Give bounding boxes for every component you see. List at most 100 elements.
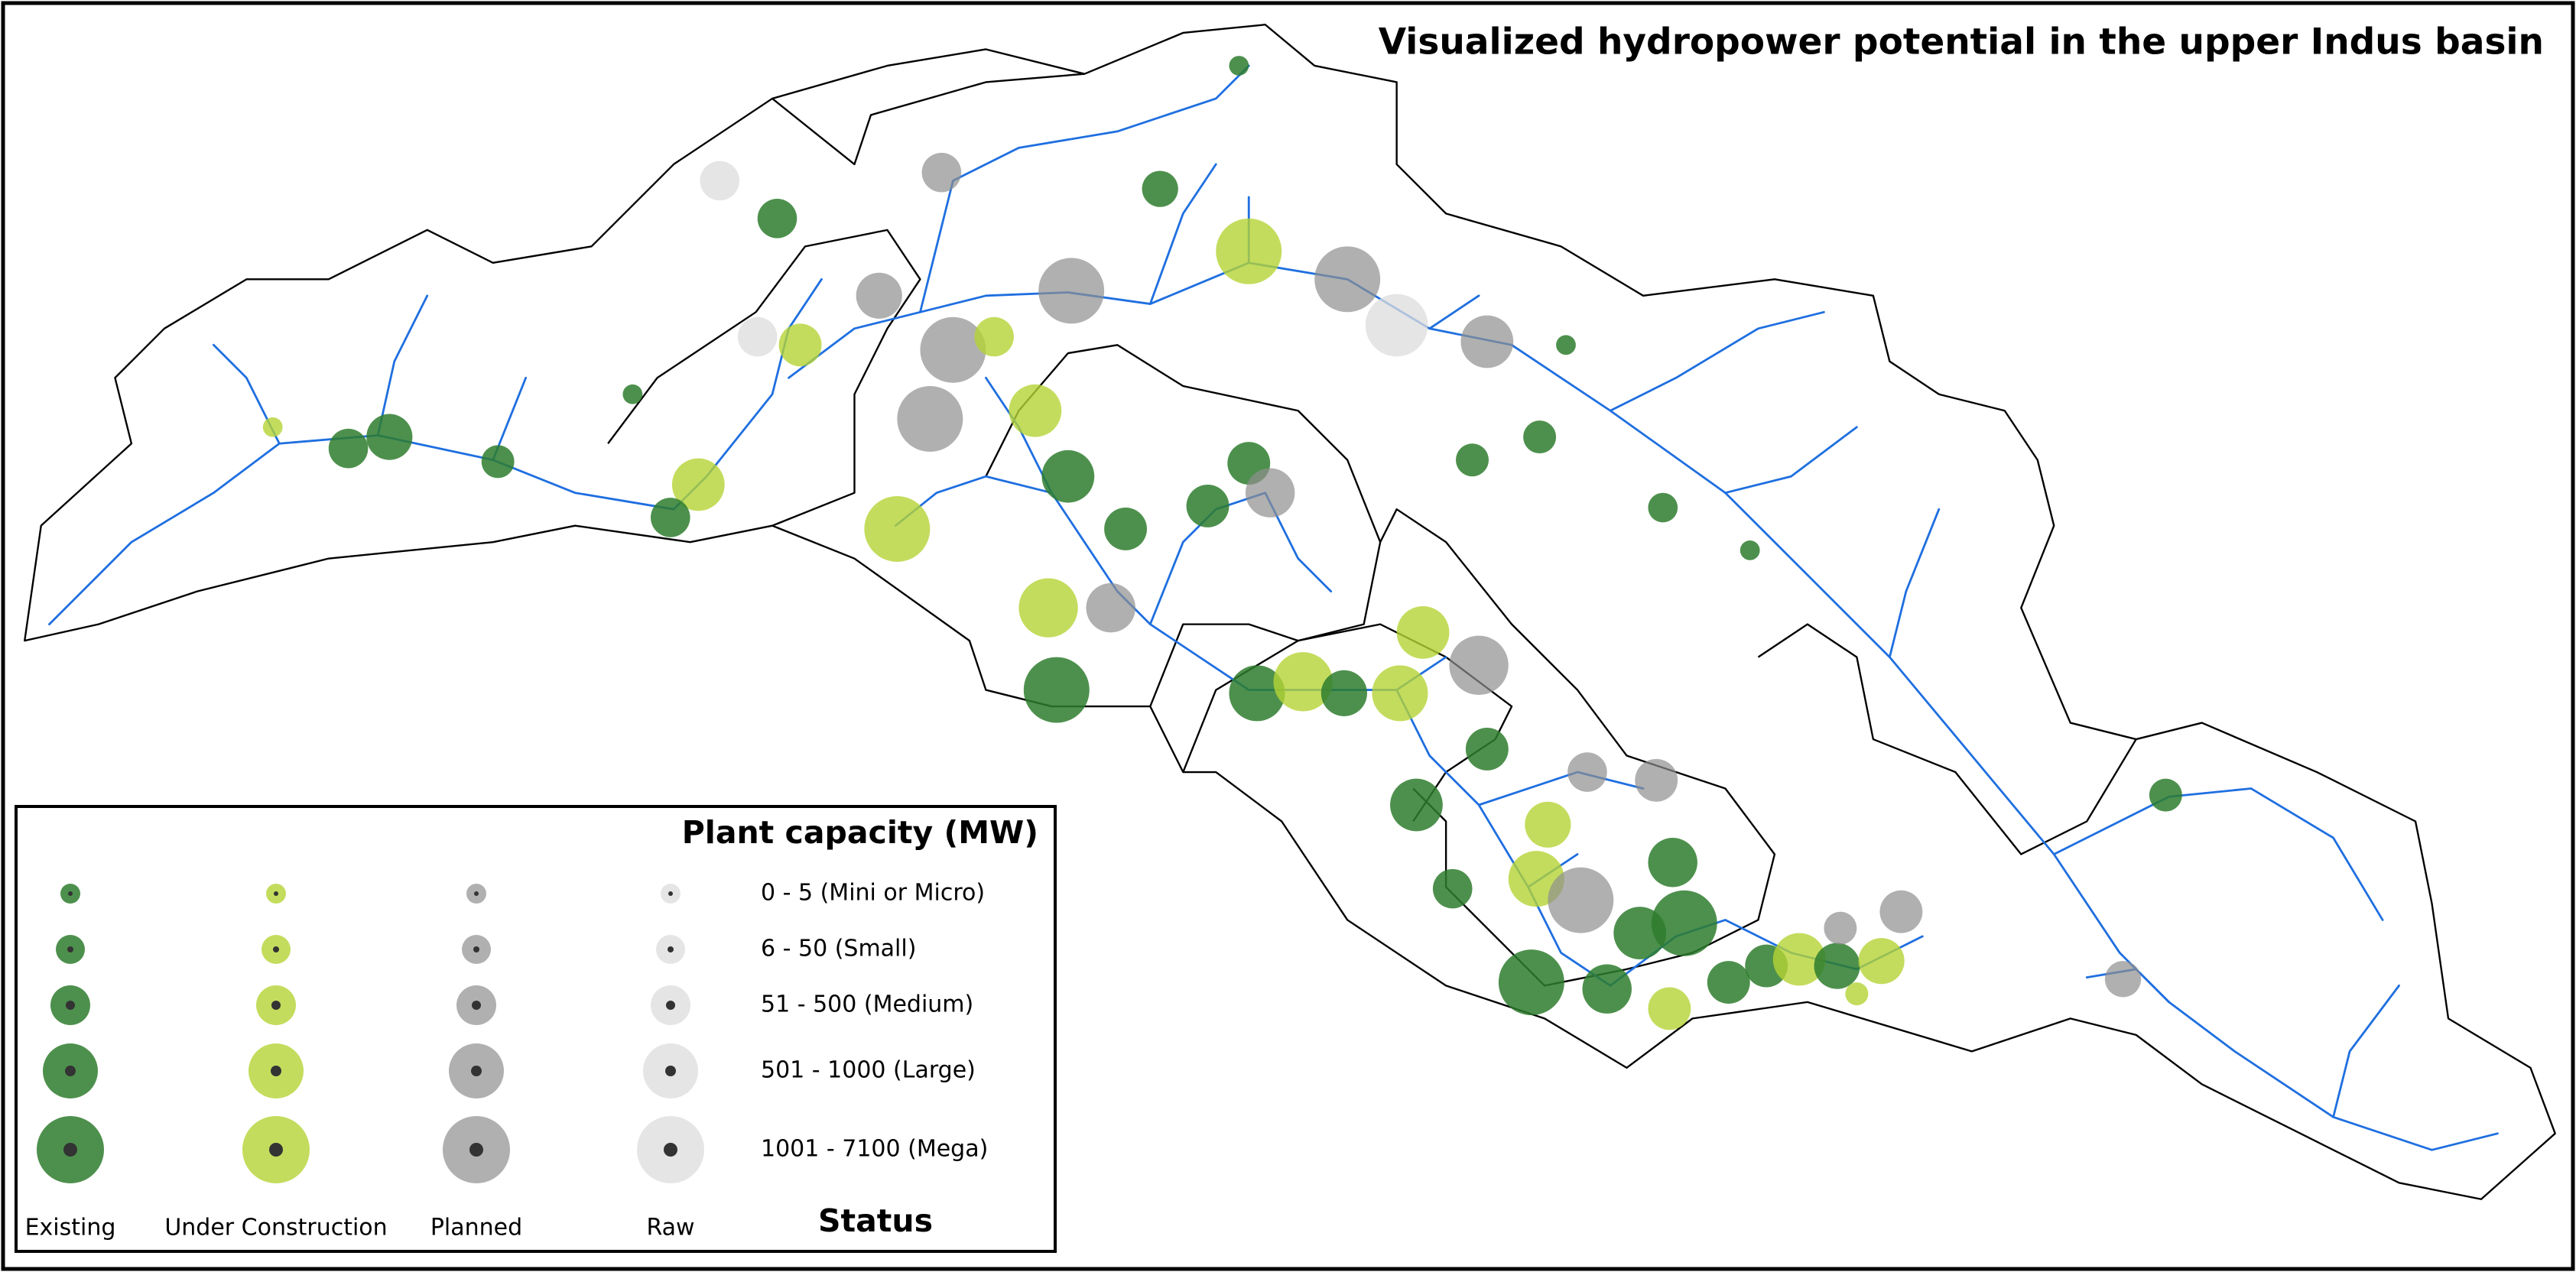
sub-basin [1379, 508, 1776, 987]
plant-marker [920, 316, 986, 383]
legend-title: Plant capacity (MW) [682, 814, 1038, 851]
plant-marker [1229, 56, 1249, 76]
sub-basin [1757, 623, 2137, 855]
plant-marker [1651, 890, 1717, 956]
plant-marker [1556, 335, 1576, 355]
plant-marker [1740, 540, 1760, 560]
plant-marker [1396, 605, 1450, 659]
plant-marker [1449, 635, 1509, 696]
plant-marker [1707, 961, 1750, 1004]
plant-marker [481, 445, 515, 479]
plant-marker [2149, 778, 2182, 812]
plant-marker [366, 414, 413, 460]
plant-marker [1456, 443, 1489, 477]
plant-marker [1041, 449, 1095, 503]
plant-marker [1567, 752, 1607, 792]
plant-marker [757, 199, 797, 238]
status-label: Raw [646, 1215, 694, 1241]
legend-symbol-dot [271, 1001, 281, 1010]
legend-symbol-dot [269, 1143, 283, 1157]
plant-marker [1523, 420, 1557, 454]
legend-symbol-dot [664, 1143, 677, 1157]
plant-markers [262, 56, 2182, 1030]
plant-marker [1186, 484, 1230, 527]
legend-symbol-dot [665, 1066, 676, 1076]
sub-basin [607, 229, 921, 527]
plant-marker [2104, 961, 2142, 998]
capacity-class-label: 501 - 1000 (Large) [761, 1057, 976, 1084]
plant-marker [921, 152, 962, 193]
plant-marker [1314, 246, 1381, 313]
capacity-class-label: 0 - 5 (Mini or Micro) [761, 880, 985, 907]
map-title: Visualized hydropower potential in the u… [1379, 21, 2544, 63]
plant-marker [974, 316, 1014, 357]
plant-marker [1498, 949, 1564, 1016]
plant-marker [1432, 868, 1473, 909]
legend-symbol-dot [274, 891, 278, 896]
plant-marker [700, 161, 740, 201]
legend-symbol-dot [469, 1143, 483, 1157]
legend-symbol-dot [668, 946, 674, 952]
plant-marker [328, 428, 369, 469]
plant-marker [1018, 578, 1078, 638]
legend: Plant capacity (MW) Status Existing Under… [25, 814, 1038, 1241]
plant-marker [737, 316, 778, 357]
plant-marker [1814, 943, 1860, 989]
plant-marker [262, 417, 283, 437]
plant-marker [1772, 933, 1826, 986]
capacity-class-label: 1001 - 7100 (Mega) [761, 1136, 988, 1163]
plant-marker [1460, 315, 1514, 368]
plant-marker [1548, 867, 1614, 933]
plant-marker [1023, 657, 1090, 723]
plant-marker [1465, 728, 1509, 771]
plant-marker [856, 272, 902, 319]
legend-symbol-dot [67, 946, 73, 952]
plant-marker [1648, 492, 1678, 523]
legend-symbol-dot [66, 1001, 75, 1010]
legend-symbol-dot [668, 891, 673, 896]
plant-marker [1582, 964, 1632, 1014]
plant-marker [1009, 384, 1062, 437]
legend-symbol-dot [471, 1066, 482, 1076]
plant-marker [1142, 170, 1178, 207]
plant-marker [671, 458, 725, 511]
river [48, 277, 823, 626]
plant-marker [1635, 758, 1678, 802]
sub-basin [985, 344, 1382, 707]
plant-marker [1086, 582, 1135, 633]
plant-marker [1216, 218, 1282, 284]
status-label: Planned [430, 1215, 522, 1241]
river [788, 261, 2499, 1151]
plant-marker [1845, 982, 1869, 1006]
legend-box [15, 805, 1057, 1253]
plant-marker [1229, 665, 1285, 722]
plant-marker [1372, 665, 1428, 722]
legend-symbol-dot [271, 1066, 281, 1076]
plant-marker [1525, 801, 1571, 848]
plant-marker [1320, 670, 1367, 716]
status-label: Under Construction [164, 1215, 387, 1241]
legend-symbol-dot [68, 891, 73, 896]
plant-marker [1038, 258, 1105, 324]
status-label: Existing [25, 1215, 116, 1241]
legend-symbol-dot [472, 1001, 481, 1010]
capacity-class-label: 6 - 50 (Small) [761, 936, 916, 962]
legend-symbol-dot [474, 891, 479, 896]
plant-marker [622, 384, 643, 404]
status-title: Status [818, 1202, 933, 1239]
legend-symbol-dot [666, 1001, 675, 1010]
plant-marker [1390, 778, 1443, 832]
plant-marker [1104, 508, 1148, 550]
plant-marker [897, 386, 963, 452]
plant-marker [778, 323, 822, 367]
plant-marker [864, 495, 931, 562]
plant-marker [1824, 911, 1857, 945]
basin-map [24, 24, 2556, 1200]
legend-symbol-dot [473, 946, 479, 952]
plant-marker [1273, 652, 1333, 712]
legend-symbol-dot [65, 1066, 76, 1076]
plant-marker [1648, 837, 1697, 887]
plant-marker [1648, 987, 1691, 1030]
legend-symbol-dot [273, 946, 279, 952]
